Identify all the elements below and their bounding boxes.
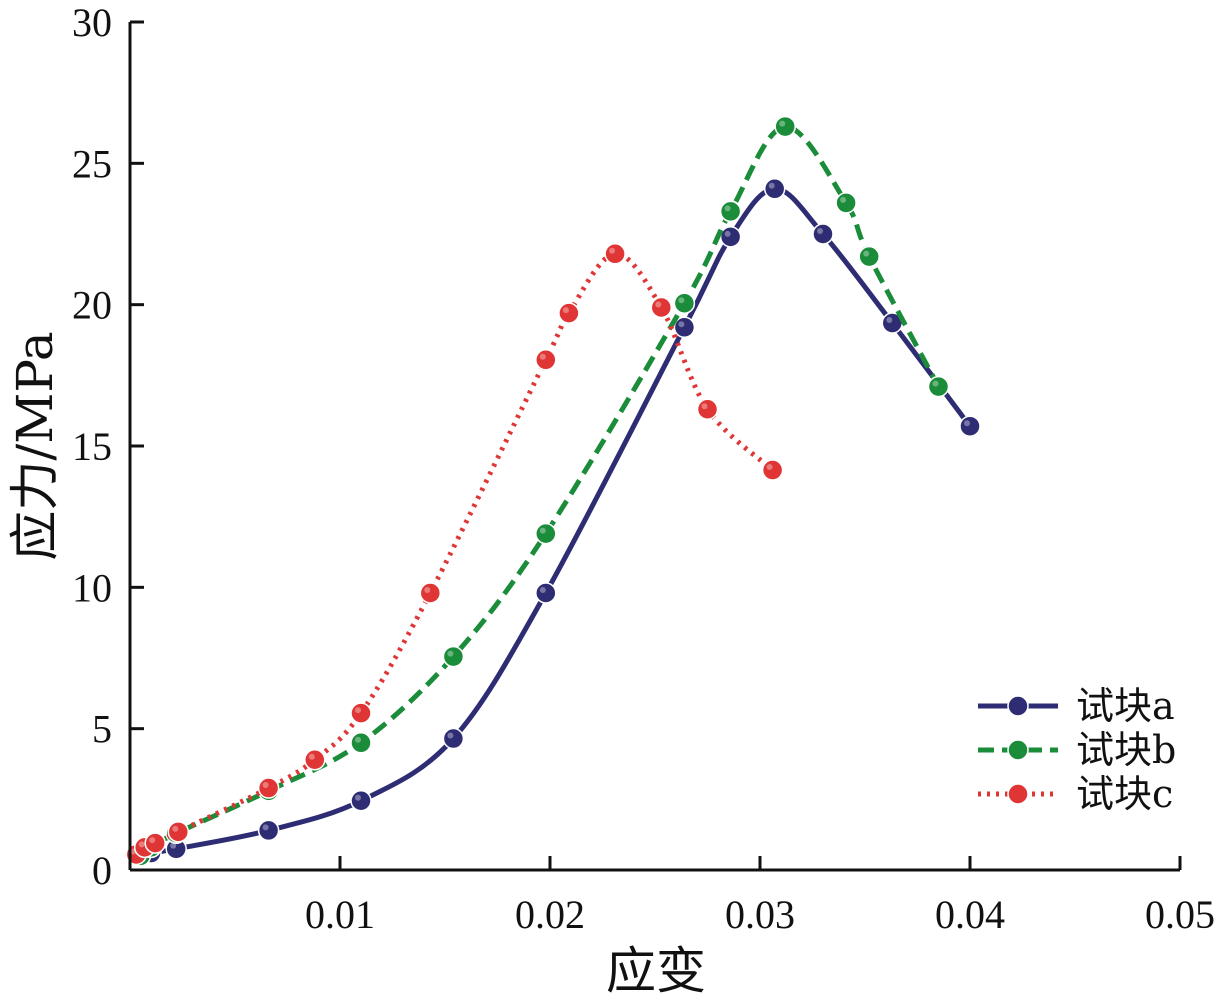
data-point-highlight-a-3 <box>262 824 269 831</box>
data-point-c-9 <box>558 302 580 324</box>
data-point-c-4 <box>257 777 280 799</box>
data-point-highlight-c-3 <box>172 825 179 832</box>
data-point-highlight-a-9 <box>768 182 775 189</box>
data-point-highlight-a-2 <box>170 842 177 849</box>
data-point-b-7 <box>673 292 696 315</box>
data-point-highlight-a-12 <box>964 420 970 427</box>
data-point-highlight-b-11 <box>863 250 870 257</box>
data-point-b-9 <box>774 115 796 138</box>
legend-label-b: 试块b <box>1076 728 1176 772</box>
data-point-highlight-a-10 <box>817 228 823 234</box>
legend: 试块a 试块b 试块c <box>978 684 1176 816</box>
x-tick-label-3: 0.04 <box>935 892 1005 937</box>
data-point-highlight-b-10 <box>840 196 847 203</box>
data-point-highlight-b-5 <box>447 650 454 657</box>
y-tick-label-4: 20 <box>72 283 112 328</box>
data-point-highlight-c-7 <box>424 586 431 593</box>
data-point-b-12 <box>927 375 950 398</box>
series-line-b <box>138 124 941 858</box>
x-tick-label-1: 0.02 <box>515 892 585 937</box>
x-tick-label-2: 0.03 <box>725 892 795 937</box>
series-c <box>125 243 784 866</box>
y-tick-label-3: 15 <box>72 424 112 469</box>
data-point-highlight-b-12 <box>932 380 939 387</box>
data-point-highlight-a-6 <box>539 586 546 593</box>
legend-item-c: 试块c <box>978 772 1173 816</box>
legend-marker-a <box>1007 695 1029 717</box>
legend-label-a: 试块a <box>1076 684 1175 728</box>
data-point-c-2 <box>144 832 166 854</box>
data-point-highlight-c-9 <box>562 307 569 314</box>
data-point-c-7 <box>419 582 442 604</box>
data-point-b-5 <box>442 645 465 668</box>
data-point-highlight-c-12 <box>701 403 708 410</box>
data-point-a-9 <box>763 178 786 200</box>
data-point-highlight-c-8 <box>539 353 546 360</box>
series-layer <box>125 115 981 867</box>
legend-marker-b <box>1007 739 1029 761</box>
data-point-highlight-b-4 <box>355 736 361 743</box>
x-tick-label-0: 0.01 <box>305 892 375 937</box>
y-tick-label-6: 30 <box>72 0 112 45</box>
data-point-a-3 <box>257 819 280 842</box>
x-tick-label-4: 0.05 <box>1145 892 1215 937</box>
data-point-c-3 <box>167 821 190 843</box>
data-point-c-6 <box>350 702 372 724</box>
legend-marker-c <box>1007 783 1029 805</box>
y-tick-label-1: 5 <box>92 707 112 752</box>
data-point-highlight-a-5 <box>447 732 454 739</box>
data-point-highlight-c-13 <box>766 464 773 471</box>
data-point-highlight-c-5 <box>308 753 315 760</box>
data-point-highlight-c-4 <box>262 782 269 789</box>
data-point-c-12 <box>696 398 719 421</box>
data-point-a-8 <box>719 226 742 248</box>
data-point-highlight-c-6 <box>355 707 361 714</box>
data-point-c-11 <box>650 296 673 319</box>
data-point-highlight-c-11 <box>655 301 662 308</box>
y-tick-label-2: 10 <box>72 565 112 610</box>
legend-label-c: 试块c <box>1076 772 1173 816</box>
data-point-highlight-b-6 <box>539 527 546 534</box>
data-point-highlight-c-2 <box>149 837 156 844</box>
series-a <box>129 178 981 867</box>
data-point-highlight-c-1 <box>138 841 145 848</box>
data-point-c-10 <box>604 243 626 265</box>
data-point-a-4 <box>350 789 372 812</box>
data-point-highlight-a-11 <box>886 317 893 324</box>
legend-item-a: 试块a <box>978 684 1175 728</box>
data-point-c-8 <box>535 349 557 371</box>
data-point-a-5 <box>442 727 465 750</box>
data-point-highlight-b-7 <box>678 297 685 304</box>
data-point-highlight-b-8 <box>724 205 731 212</box>
y-axis-title: 应力/MPa <box>6 331 64 560</box>
ticks-layer: 0.01 0.02 0.03 0.04 0.05 0 5 10 15 20 25 30 <box>72 0 1215 937</box>
y-tick-label-0: 0 <box>92 848 112 893</box>
data-point-a-6 <box>535 582 557 604</box>
data-point-highlight-a-7 <box>678 321 685 328</box>
data-point-c-13 <box>761 459 784 481</box>
legend-item-b: 试块b <box>978 728 1176 772</box>
data-point-b-6 <box>535 522 557 545</box>
data-point-a-10 <box>812 223 834 245</box>
series-line-c <box>134 251 775 857</box>
data-point-c-5 <box>304 749 326 771</box>
data-point-highlight-a-4 <box>355 794 361 801</box>
data-point-b-11 <box>858 245 880 268</box>
y-tick-label-5: 25 <box>72 141 112 186</box>
data-point-b-8 <box>719 200 742 223</box>
x-axis-title: 应变 <box>606 942 706 1000</box>
data-point-a-7 <box>673 316 696 339</box>
data-point-highlight-b-9 <box>779 120 786 127</box>
data-point-highlight-a-8 <box>724 230 731 237</box>
data-point-b-10 <box>835 192 857 214</box>
data-point-a-12 <box>959 415 981 437</box>
data-point-highlight-c-10 <box>609 247 616 254</box>
data-point-b-4 <box>350 732 372 754</box>
